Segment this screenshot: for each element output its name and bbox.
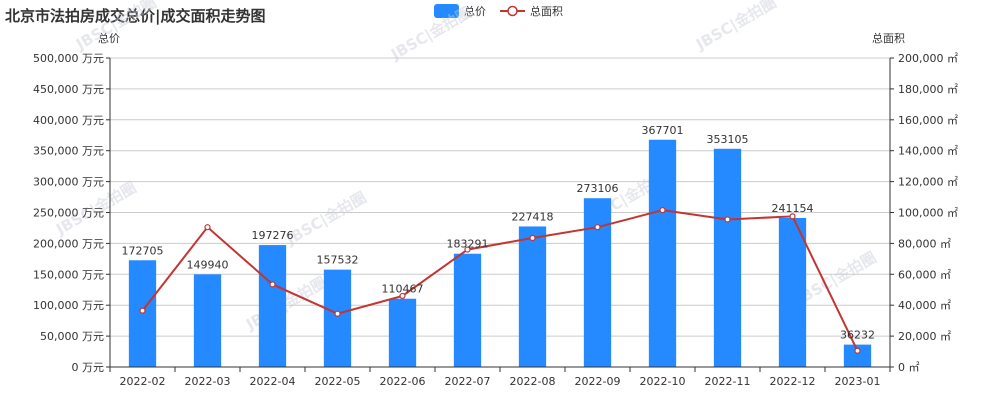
line-point	[399, 292, 406, 300]
bar-data-label: 157532	[317, 254, 359, 267]
bar-data-label: 227418	[512, 210, 554, 223]
bar-data-label: 367701	[642, 124, 684, 137]
x-axis-tick-label: 2022-10	[640, 375, 686, 388]
left-axis-tick-label: 150,000 万元	[33, 268, 104, 281]
x-axis-tick-label: 2022-05	[315, 375, 361, 388]
watermark-mark: JBSC|金拍圈	[692, 0, 780, 55]
left-axis-tick-label: 400,000 万元	[33, 114, 104, 127]
line-point	[139, 307, 146, 314]
bar	[648, 139, 677, 367]
left-axis-tick-label: 500,000 万元	[33, 52, 104, 65]
x-axis-tick-label: 2022-02	[120, 375, 166, 388]
line-point	[334, 310, 341, 317]
left-axis-tick-label: 100,000 万元	[33, 299, 104, 312]
right-axis-tick-label: 0 ㎡	[898, 361, 920, 374]
x-axis-tick-label: 2022-12	[770, 375, 816, 388]
line-series	[139, 207, 861, 354]
right-axis-tick-label: 140,000 ㎡	[898, 145, 958, 158]
bar	[453, 253, 482, 367]
left-axis-tick-label: 0 万元	[72, 361, 105, 374]
chart-title: 北京市法拍房成交总价|成交面积走势图	[5, 7, 265, 26]
legend-marker-total-area	[507, 5, 518, 17]
line-point	[724, 216, 731, 223]
right-axis-tick-label: 160,000 ㎡	[898, 114, 958, 127]
x-axis-tick-label: 2022-11	[705, 375, 751, 388]
bar	[843, 344, 872, 367]
left-axis-tick-label: 200,000 万元	[33, 237, 104, 250]
left-axis-tick-label: 350,000 万元	[33, 145, 104, 158]
right-axis-tick-label: 200,000 ㎡	[898, 52, 958, 65]
bar-data-label: 241154	[772, 202, 814, 215]
right-axis-tick-label: 20,000 ㎡	[898, 330, 951, 343]
legend-item-total-area[interactable]: 总面积	[500, 4, 563, 18]
legend-swatch-total-price	[434, 4, 459, 18]
bar-data-label: 197276	[252, 229, 294, 242]
line-point	[269, 281, 276, 288]
x-axis-tick-label: 2022-07	[445, 375, 491, 388]
line-point	[204, 224, 211, 231]
watermark-mark: JBSC|金拍圈	[387, 3, 475, 65]
line-point	[594, 224, 601, 231]
bar	[518, 226, 547, 367]
bar	[193, 274, 222, 367]
watermark-mark: JBSC|金拍圈	[282, 188, 370, 250]
right-axis-tick-label: 120,000 ㎡	[898, 176, 958, 189]
right-axis-tick-label: 100,000 ㎡	[898, 207, 958, 220]
x-axis-tick-label: 2022-09	[575, 375, 621, 388]
line-point	[854, 347, 861, 354]
line-point	[659, 207, 666, 214]
x-axis-tick-label: 2022-04	[250, 375, 296, 388]
bar-data-label: 36232	[840, 329, 875, 342]
right-axis-tick-label: 180,000 ㎡	[898, 83, 958, 96]
x-axis-tick-label: 2022-03	[185, 375, 231, 388]
left-axis-tick-label: 50,000 万元	[40, 330, 104, 343]
bar-data-labels: 172705 149940 197276 157532 110467 183291 2274…	[122, 124, 876, 342]
x-axis-tick-label: 2022-08	[510, 375, 556, 388]
bar	[258, 245, 287, 367]
axes: 0 万元 0 ㎡ 50,000 万元 20,000 ㎡ 100,000 万元 40,000…	[33, 52, 958, 388]
bar	[388, 298, 417, 367]
bar-data-label: 172705	[122, 244, 164, 257]
bar-data-label: 273106	[577, 182, 619, 195]
legend[interactable]: 总价 总面积	[434, 4, 563, 18]
left-axis-name: 总价	[98, 31, 120, 45]
bar-data-label: 149940	[187, 258, 229, 271]
bar-data-label: 183291	[447, 238, 489, 251]
bar	[583, 198, 612, 367]
legend-item-total-price[interactable]: 总价	[434, 4, 486, 18]
bars-series	[128, 139, 872, 367]
left-axis-tick-label: 300,000 万元	[33, 176, 104, 189]
left-axis-tick-label: 450,000 万元	[33, 83, 104, 96]
x-axis-tick-label: 2022-06	[380, 375, 426, 388]
legend-label-total-area: 总面积	[530, 4, 563, 18]
bar	[323, 269, 352, 367]
right-axis-tick-label: 80,000 ㎡	[898, 237, 951, 250]
right-axis-tick-label: 60,000 ㎡	[898, 268, 951, 281]
bar	[713, 148, 742, 367]
line-path	[141, 209, 859, 352]
right-axis-name: 总面积	[872, 31, 905, 45]
x-axis-tick-label: 2023-01	[835, 375, 881, 388]
right-axis-tick-label: 40,000 ㎡	[898, 299, 951, 312]
left-axis-tick-label: 250,000 万元	[33, 207, 104, 220]
bar	[778, 217, 807, 367]
legend-label-total-price: 总价	[464, 4, 486, 18]
bar-data-label: 110467	[382, 283, 424, 296]
line-point	[464, 246, 471, 253]
bar-data-label: 353105	[707, 133, 749, 146]
grid-lines	[110, 57, 890, 337]
line-point	[789, 213, 796, 220]
line-point	[529, 234, 536, 242]
